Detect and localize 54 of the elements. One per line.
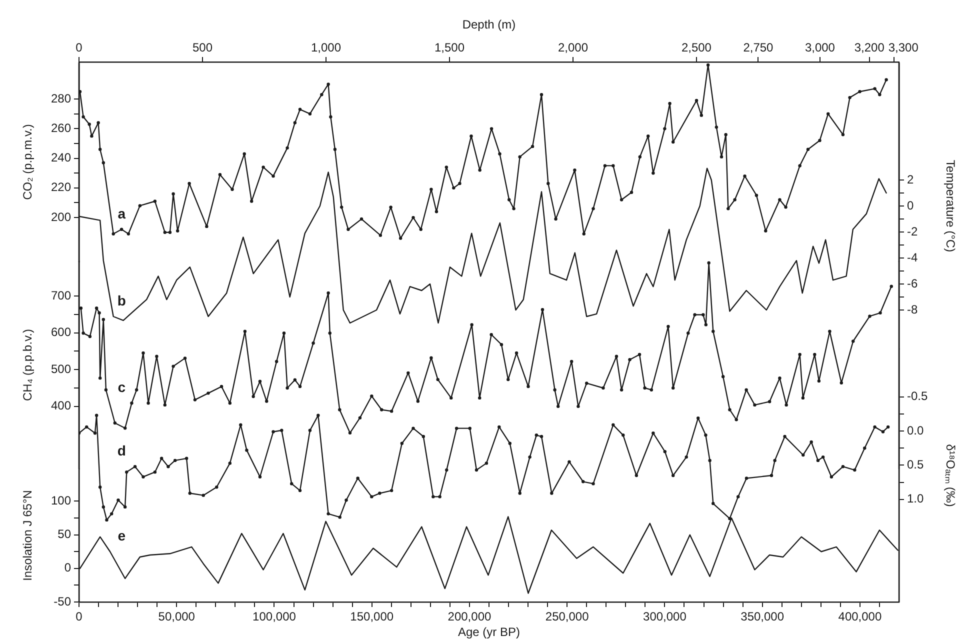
- y2-tick-label: -4: [907, 250, 918, 264]
- y-tick-label: 0: [64, 560, 72, 575]
- y2-tick-label: -6: [907, 276, 918, 290]
- x2-tick-label: 0: [76, 40, 83, 54]
- x2-tick-label: 500: [192, 40, 213, 54]
- x-tick-label: 50,000: [158, 610, 196, 624]
- series-label: e: [118, 527, 126, 544]
- y-tick-label: 700: [50, 288, 72, 302]
- x2-tick-label: 2,000: [558, 40, 588, 54]
- y-tick-label: 260: [50, 120, 72, 135]
- x2-axis-title: Depth (m): [462, 18, 516, 32]
- x2-tick-label: 2,750: [743, 40, 774, 54]
- y-tick-label: 220: [50, 180, 72, 194]
- y2-tick-label: -0.5: [907, 389, 928, 404]
- x-tick-label: 400,000: [838, 610, 882, 624]
- x-tick-label: 300,000: [643, 610, 687, 624]
- x2-tick-label: 1,000: [310, 40, 342, 54]
- x-axis-title: Age (yr BP): [458, 625, 520, 640]
- x-tick-label: 350,000: [740, 610, 784, 624]
- x-tick-label: 200,000: [448, 610, 492, 624]
- y-axis-title: Insolation J 65°N: [20, 490, 35, 581]
- y2-tick-label: 0.0: [907, 423, 924, 438]
- series-label: c: [118, 378, 126, 395]
- y-tick-label: 280: [50, 91, 72, 106]
- y-axis-title: CO₂ (p.p.m.v.): [20, 124, 35, 200]
- x2-tick-label: 2,500: [681, 40, 712, 54]
- y2-tick-label: 0.5: [907, 458, 924, 472]
- x2-tick-label: 3,300: [888, 40, 919, 54]
- x2-tick-label: 3,000: [804, 40, 836, 54]
- y2-tick-label: 1.0: [907, 492, 924, 506]
- y-axis-title: CH₄ (p.p.b.v.): [20, 328, 35, 402]
- y2-tick-label: -2: [907, 224, 918, 238]
- x-tick-label: 250,000: [545, 610, 590, 624]
- y2-tick-label: 0: [907, 198, 914, 212]
- y-tick-label: 600: [50, 325, 72, 340]
- y2-axis-title: δ¹⁸Oₐₜₘ (‰): [943, 444, 958, 507]
- x-tick-label: 150,000: [350, 610, 394, 624]
- series-label: b: [117, 292, 126, 308]
- y-tick-label: 100: [50, 494, 72, 508]
- y2-tick-label: 2: [907, 172, 914, 186]
- x2-tick-label: 1,500: [434, 40, 465, 54]
- y2-tick-label: -8: [907, 302, 918, 316]
- y-tick-label: 400: [50, 398, 72, 413]
- y-tick-label: 50: [58, 527, 72, 542]
- x2-tick-label: 3,200: [854, 40, 885, 54]
- y-tick-label: 240: [50, 150, 72, 165]
- y-tick-label: 500: [50, 362, 72, 376]
- x-tick-label: 0: [76, 610, 83, 624]
- series-label: d: [117, 442, 126, 458]
- series-label: a: [118, 205, 126, 222]
- y2-axis-title: Temperature (°C): [943, 160, 958, 252]
- y-tick-label: 200: [50, 210, 72, 224]
- y-tick-label: -50: [54, 594, 72, 608]
- x-tick-label: 100,000: [252, 610, 296, 624]
